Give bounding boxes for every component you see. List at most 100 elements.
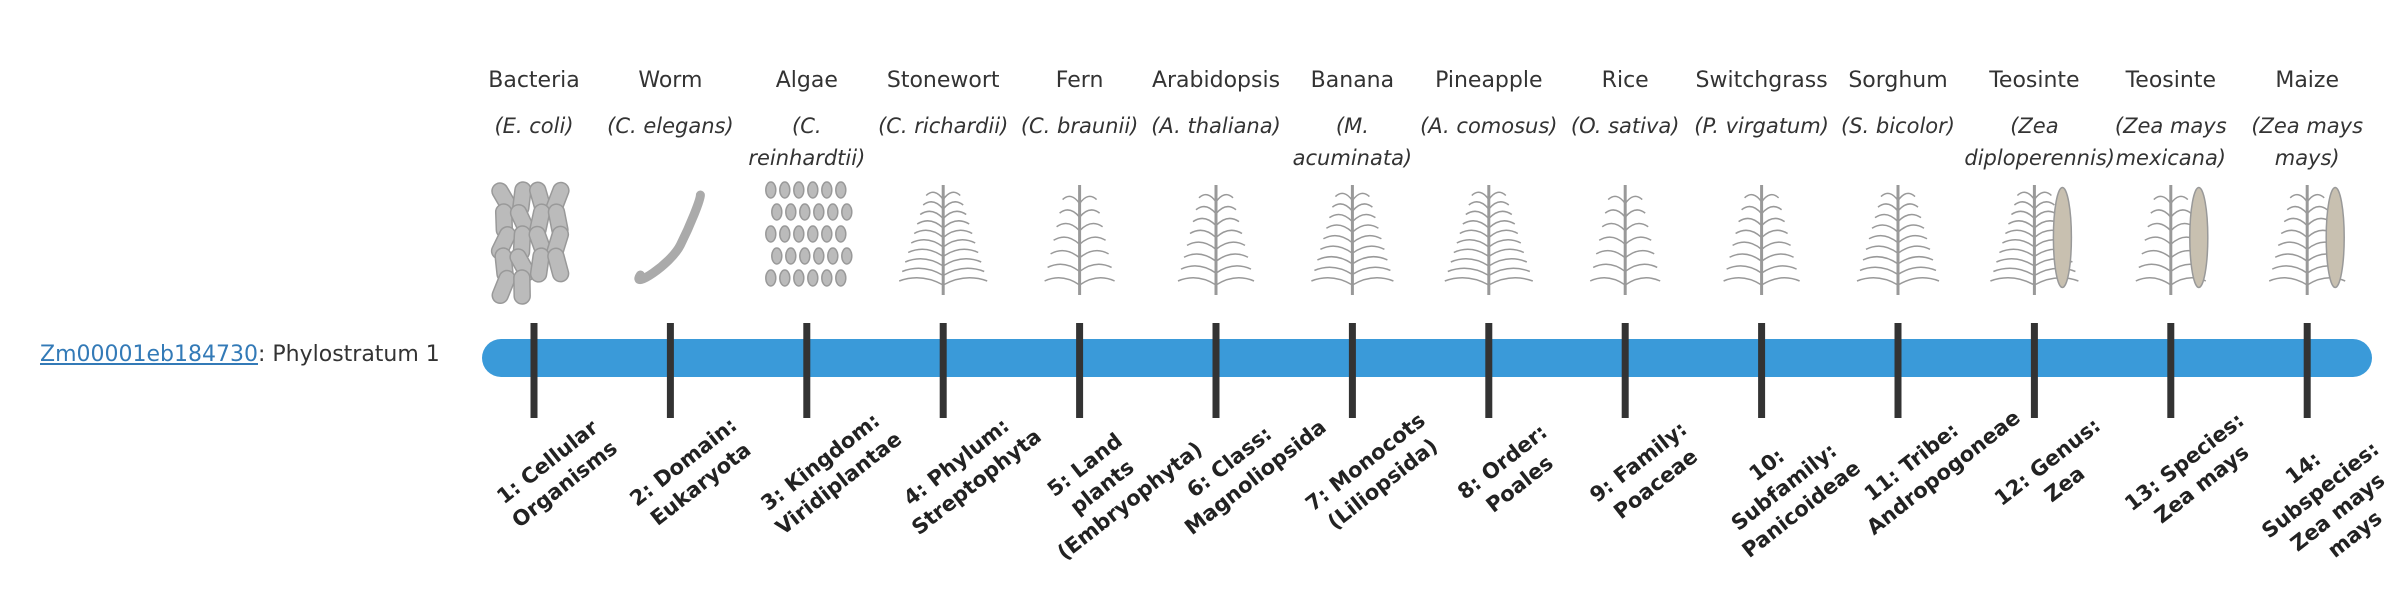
icon-part xyxy=(2141,249,2172,259)
icon-part xyxy=(1198,193,1217,203)
icon-part xyxy=(2150,209,2172,218)
icon-part xyxy=(1862,255,1899,265)
icon-part xyxy=(634,190,705,285)
organism-icon xyxy=(1444,185,1534,295)
organism-name: Bacteria xyxy=(488,68,580,93)
organism-name: Teosinte xyxy=(2125,68,2216,93)
gene-link[interactable]: Zm00001eb184730 xyxy=(40,342,258,367)
icon-part xyxy=(1488,267,1531,277)
icon-part xyxy=(2052,186,2073,289)
icon-part xyxy=(2135,277,2172,286)
icon-part xyxy=(1459,229,1490,239)
organism-icon xyxy=(1044,185,1115,295)
icon-part xyxy=(1444,277,1490,286)
icon-part xyxy=(2274,253,2308,262)
icon-part xyxy=(1195,205,1217,215)
icon-part xyxy=(1624,263,1658,273)
icon-part xyxy=(1056,222,1081,232)
icon-part xyxy=(1078,195,1098,205)
icon-part xyxy=(1215,205,1237,215)
icon-part xyxy=(910,239,944,248)
icon-part xyxy=(922,201,944,210)
icon-part xyxy=(2013,201,2035,210)
organism-species: (Zea diploperennis) xyxy=(1964,114,2115,170)
icon-part xyxy=(1897,245,1931,254)
icon-part xyxy=(2286,205,2308,215)
icon-part xyxy=(942,248,979,258)
icon-part xyxy=(1488,248,1525,258)
icon-part xyxy=(1874,213,1899,223)
icon-part xyxy=(1592,263,1626,273)
organism-species: (C. reinhardtii) xyxy=(748,114,866,170)
icon-part xyxy=(771,247,783,265)
icon-part xyxy=(1761,241,1791,250)
icon-part xyxy=(1351,213,1376,223)
icon-part xyxy=(1079,249,1109,259)
icon-part xyxy=(942,210,967,220)
icon-part xyxy=(1079,236,1106,245)
icon-part xyxy=(942,239,976,248)
icon-part xyxy=(841,247,853,265)
icon-part xyxy=(1059,209,1081,218)
icon-part xyxy=(1314,266,1353,276)
icon-part xyxy=(1897,192,1916,201)
organism-species: (S. bicolor) xyxy=(1841,114,1955,138)
icon-part xyxy=(1462,220,1490,229)
icon-part xyxy=(2016,191,2036,200)
icon-part xyxy=(898,277,944,286)
icon-part xyxy=(813,247,825,265)
icon-part xyxy=(1897,213,1922,223)
organism-icon xyxy=(1311,185,1394,295)
icon-part xyxy=(1044,277,1081,286)
icon-part xyxy=(1877,203,1899,212)
icon-part xyxy=(1624,277,1661,286)
icon-part xyxy=(1761,217,1786,227)
icon-part xyxy=(2289,193,2308,203)
icon-part xyxy=(1488,277,1534,286)
icon-part xyxy=(1897,277,1940,286)
icon-part xyxy=(1079,277,1115,286)
icon-part xyxy=(513,269,531,305)
icon-part xyxy=(1456,239,1490,248)
icon-part xyxy=(1897,266,1937,276)
icon-part xyxy=(765,225,777,243)
organism-name: Fern xyxy=(1055,68,1104,93)
icon-part xyxy=(1062,195,1081,205)
organism-species: (Zea mays mays) xyxy=(2251,114,2364,170)
icon-part xyxy=(1865,245,1899,254)
icon-part xyxy=(1334,192,1354,201)
icon-part xyxy=(1761,277,1800,286)
icon-part xyxy=(529,247,550,283)
icon-part xyxy=(1215,253,1249,262)
icon-part xyxy=(901,267,944,277)
organism-name: Arabidopsis xyxy=(1151,68,1281,93)
icon-part xyxy=(1744,193,1763,203)
icon-part xyxy=(827,203,839,221)
icon-part xyxy=(821,181,833,199)
icon-part xyxy=(1331,203,1353,212)
icon-part xyxy=(771,203,783,221)
icon-part xyxy=(2170,209,2192,218)
organism-name: Maize xyxy=(2275,68,2340,93)
icon-part xyxy=(1180,265,1217,274)
icon-part xyxy=(1624,236,1652,245)
organism-species: (E. coli) xyxy=(494,114,574,138)
icon-part xyxy=(1897,255,1934,265)
organism-name: Teosinte xyxy=(1989,68,2080,93)
icon-part xyxy=(2306,193,2325,203)
icon-part xyxy=(1328,213,1353,223)
icon-part xyxy=(779,181,791,199)
organism-species: (C. elegans) xyxy=(607,114,734,138)
icon-part xyxy=(1723,277,1763,286)
icon-part xyxy=(1186,241,1217,250)
icon-part xyxy=(919,210,944,220)
icon-part xyxy=(1468,201,1490,210)
icon-part xyxy=(793,181,805,199)
icon-part xyxy=(904,258,944,267)
icon-part xyxy=(2271,265,2308,274)
icon-part xyxy=(785,203,797,221)
icon-part xyxy=(807,269,819,287)
icon-part xyxy=(1326,224,1353,233)
organism-icon xyxy=(1723,185,1800,295)
organism-icon xyxy=(1990,185,2079,295)
